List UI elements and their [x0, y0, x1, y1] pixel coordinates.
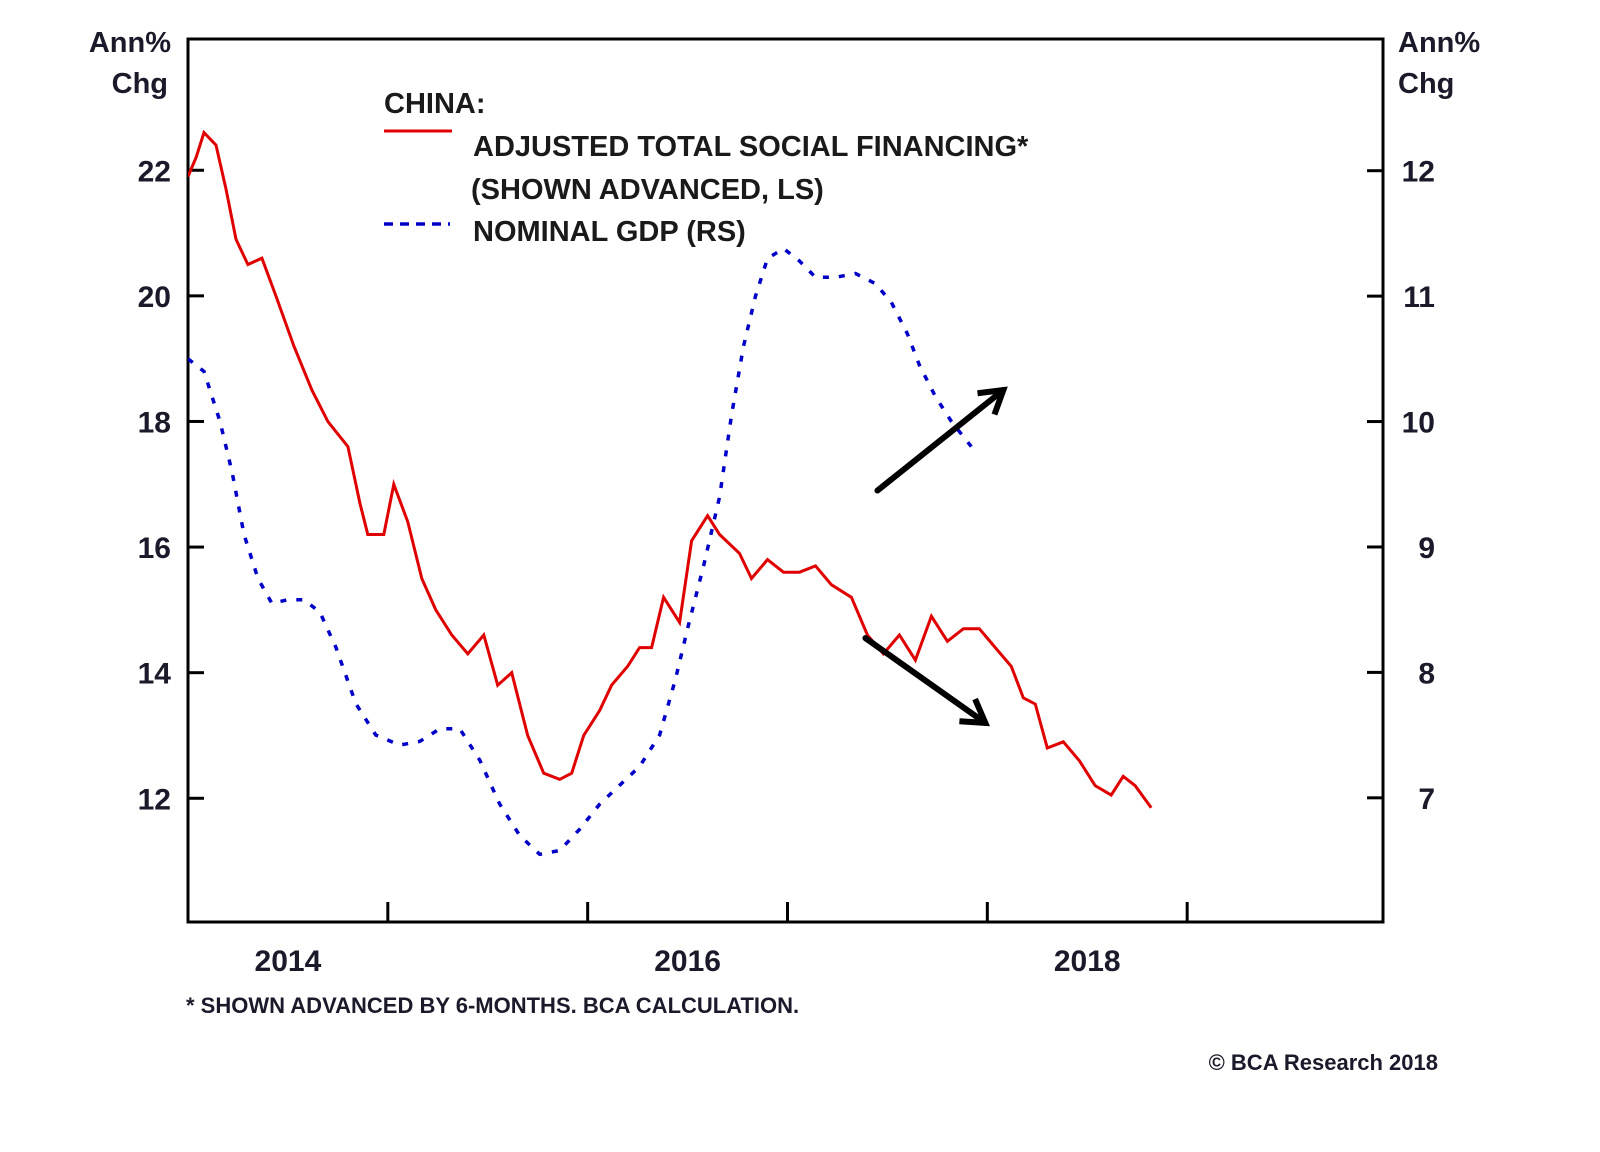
arrow-down-right-head [959, 697, 991, 727]
legend-title: CHINA: [384, 88, 486, 120]
arrow-up-right-head [977, 386, 1008, 416]
x-tick-label: 2014 [255, 945, 322, 978]
left-axis-title-line2: Chg [112, 68, 168, 100]
series-line-social-financing [188, 129, 1153, 809]
x-tick-label: 2016 [654, 945, 721, 978]
right-tick-label: 12 [1402, 156, 1435, 189]
legend-label-nominal-gdp: NOMINAL GDP (RS) [473, 216, 746, 248]
arrow-down-right-shaft [862, 635, 989, 726]
left-tick-label: 14 [138, 658, 172, 691]
right-tick-label: 9 [1418, 532, 1435, 565]
x-tick-label: 2018 [1054, 945, 1121, 978]
left-tick-label: 16 [138, 532, 171, 565]
right-axis: 7 8 9 10 11 12 [1367, 156, 1435, 816]
footnote: * SHOWN ADVANCED BY 6-MONTHS. BCA CALCUL… [186, 993, 799, 1018]
right-tick-label: 10 [1402, 407, 1435, 440]
left-tick-label: 20 [138, 281, 171, 314]
right-tick-label: 8 [1418, 657, 1435, 690]
left-tick-label: 12 [138, 783, 171, 816]
right-tick-label: 11 [1403, 281, 1435, 314]
series-line-nominal-gdp [188, 246, 973, 857]
left-axis-title-line1: Ann% [89, 27, 171, 59]
left-axis: 12 14 16 18 20 22 [138, 155, 204, 816]
left-tick-label: 22 [138, 155, 171, 188]
x-axis: 2014 2016 2018 [255, 902, 1189, 978]
source-credit: © BCA Research 2018 [1209, 1050, 1438, 1075]
plot-frame [186, 37, 1385, 924]
legend-label-social-financing-line1: ADJUSTED TOTAL SOCIAL FINANCING* [473, 131, 1029, 163]
legend-label-social-financing-line2: (SHOWN ADVANCED, LS) [471, 174, 824, 206]
arrow-up-right-shaft [874, 387, 1007, 494]
right-axis-title-line1: Ann% [1398, 27, 1480, 59]
legend: CHINA: ADJUSTED TOTAL SOCIAL FINANCING* … [384, 88, 1029, 248]
left-tick-label: 18 [138, 406, 171, 439]
annotation-arrows [862, 386, 1008, 727]
right-axis-title-line2: Chg [1398, 68, 1454, 100]
right-tick-label: 7 [1418, 783, 1435, 816]
